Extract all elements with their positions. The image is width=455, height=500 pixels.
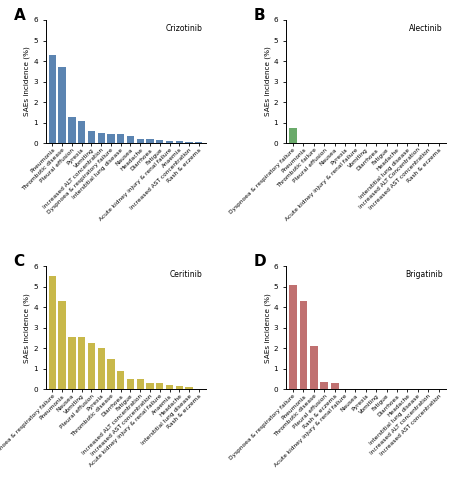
Bar bbox=[68, 118, 76, 143]
Text: D: D bbox=[254, 254, 266, 269]
Bar bbox=[88, 343, 95, 390]
Y-axis label: SAEs incidence (%): SAEs incidence (%) bbox=[24, 46, 30, 116]
Bar bbox=[117, 134, 124, 143]
Bar bbox=[320, 382, 328, 390]
Bar bbox=[107, 134, 115, 143]
Text: Alectinib: Alectinib bbox=[409, 24, 443, 32]
Bar bbox=[147, 140, 154, 143]
Bar bbox=[78, 120, 85, 143]
Bar bbox=[49, 276, 56, 390]
Bar bbox=[166, 140, 173, 143]
Bar bbox=[88, 131, 95, 143]
Bar bbox=[299, 301, 307, 390]
Bar bbox=[127, 379, 134, 390]
Bar bbox=[127, 136, 134, 143]
Text: Crizotinib: Crizotinib bbox=[166, 24, 202, 32]
Bar bbox=[58, 67, 66, 143]
Bar bbox=[49, 55, 56, 143]
Y-axis label: SAEs incidence (%): SAEs incidence (%) bbox=[264, 293, 271, 362]
Bar bbox=[289, 128, 297, 143]
Bar bbox=[147, 383, 154, 390]
Text: Brigatinib: Brigatinib bbox=[405, 270, 443, 279]
Bar bbox=[58, 301, 66, 390]
Bar bbox=[97, 133, 105, 143]
Bar bbox=[176, 142, 183, 143]
Bar bbox=[185, 387, 193, 390]
Text: B: B bbox=[254, 8, 265, 22]
Bar bbox=[195, 142, 202, 143]
Bar bbox=[136, 379, 144, 390]
Bar bbox=[156, 383, 163, 390]
Y-axis label: SAEs incidence (%): SAEs incidence (%) bbox=[264, 46, 271, 116]
Text: Ceritinib: Ceritinib bbox=[170, 270, 202, 279]
Text: C: C bbox=[14, 254, 25, 269]
Bar bbox=[176, 386, 183, 390]
Text: A: A bbox=[14, 8, 25, 22]
Bar bbox=[156, 140, 163, 143]
Bar bbox=[107, 358, 115, 390]
Y-axis label: SAEs incidence (%): SAEs incidence (%) bbox=[24, 293, 30, 362]
Bar bbox=[117, 371, 124, 390]
Bar bbox=[185, 142, 193, 143]
Bar bbox=[289, 284, 297, 390]
Bar bbox=[78, 337, 85, 390]
Bar bbox=[166, 385, 173, 390]
Bar bbox=[331, 382, 339, 390]
Bar bbox=[68, 337, 76, 390]
Bar bbox=[136, 138, 144, 143]
Bar bbox=[310, 346, 318, 390]
Bar bbox=[97, 348, 105, 390]
